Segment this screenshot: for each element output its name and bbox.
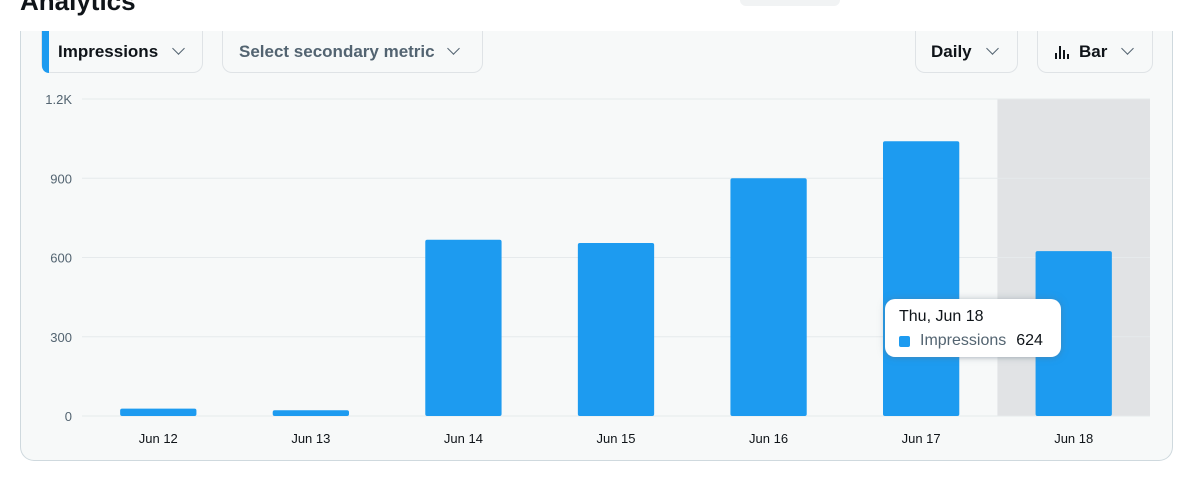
bar xyxy=(577,242,655,416)
bar xyxy=(1035,251,1112,416)
bar xyxy=(730,178,807,416)
y-tick-label: 300 xyxy=(50,330,72,345)
primary-metric-label: Impressions xyxy=(58,41,159,61)
chart-tooltip: Thu, Jun 18 Impressions 624 xyxy=(885,299,1061,357)
tooltip-series-row: Impressions 624 xyxy=(899,332,1047,350)
secondary-metric-label: Select secondary metric xyxy=(239,41,435,61)
bar xyxy=(425,239,502,416)
x-tick-label: Jun 18 xyxy=(1054,431,1093,446)
interval-dropdown[interactable]: Daily xyxy=(915,31,1018,73)
tooltip-series-name: Impressions xyxy=(920,332,1007,349)
chart-type-label: Bar xyxy=(1079,41,1108,61)
primary-metric-dropdown[interactable]: Impressions xyxy=(41,31,203,73)
tooltip-date: Thu, Jun 18 xyxy=(899,308,984,325)
x-tick-label: Jun 17 xyxy=(902,431,941,446)
x-tick-label: Jun 15 xyxy=(596,431,635,446)
chart-type-dropdown[interactable]: Bar xyxy=(1037,31,1153,73)
bar-chart-icon xyxy=(1055,45,1069,59)
secondary-metric-dropdown[interactable]: Select secondary metric xyxy=(222,31,483,73)
y-tick-label: 600 xyxy=(50,251,72,266)
y-tick-label: 1.2K xyxy=(45,92,72,107)
bar xyxy=(272,410,349,416)
series-swatch xyxy=(899,335,910,347)
y-tick-label: 900 xyxy=(50,171,72,186)
bar xyxy=(883,141,960,416)
header-shadow xyxy=(740,0,840,6)
interval-label: Daily xyxy=(931,41,972,61)
y-tick-label: 0 xyxy=(65,409,72,424)
bar xyxy=(120,408,197,416)
x-tick-label: Jun 13 xyxy=(291,431,330,446)
x-tick-label: Jun 16 xyxy=(749,431,788,446)
page-title: Analytics xyxy=(20,0,136,16)
x-tick-label: Jun 12 xyxy=(139,431,178,446)
tooltip-value: 624 xyxy=(1016,332,1043,349)
x-tick-label: Jun 14 xyxy=(444,431,483,446)
